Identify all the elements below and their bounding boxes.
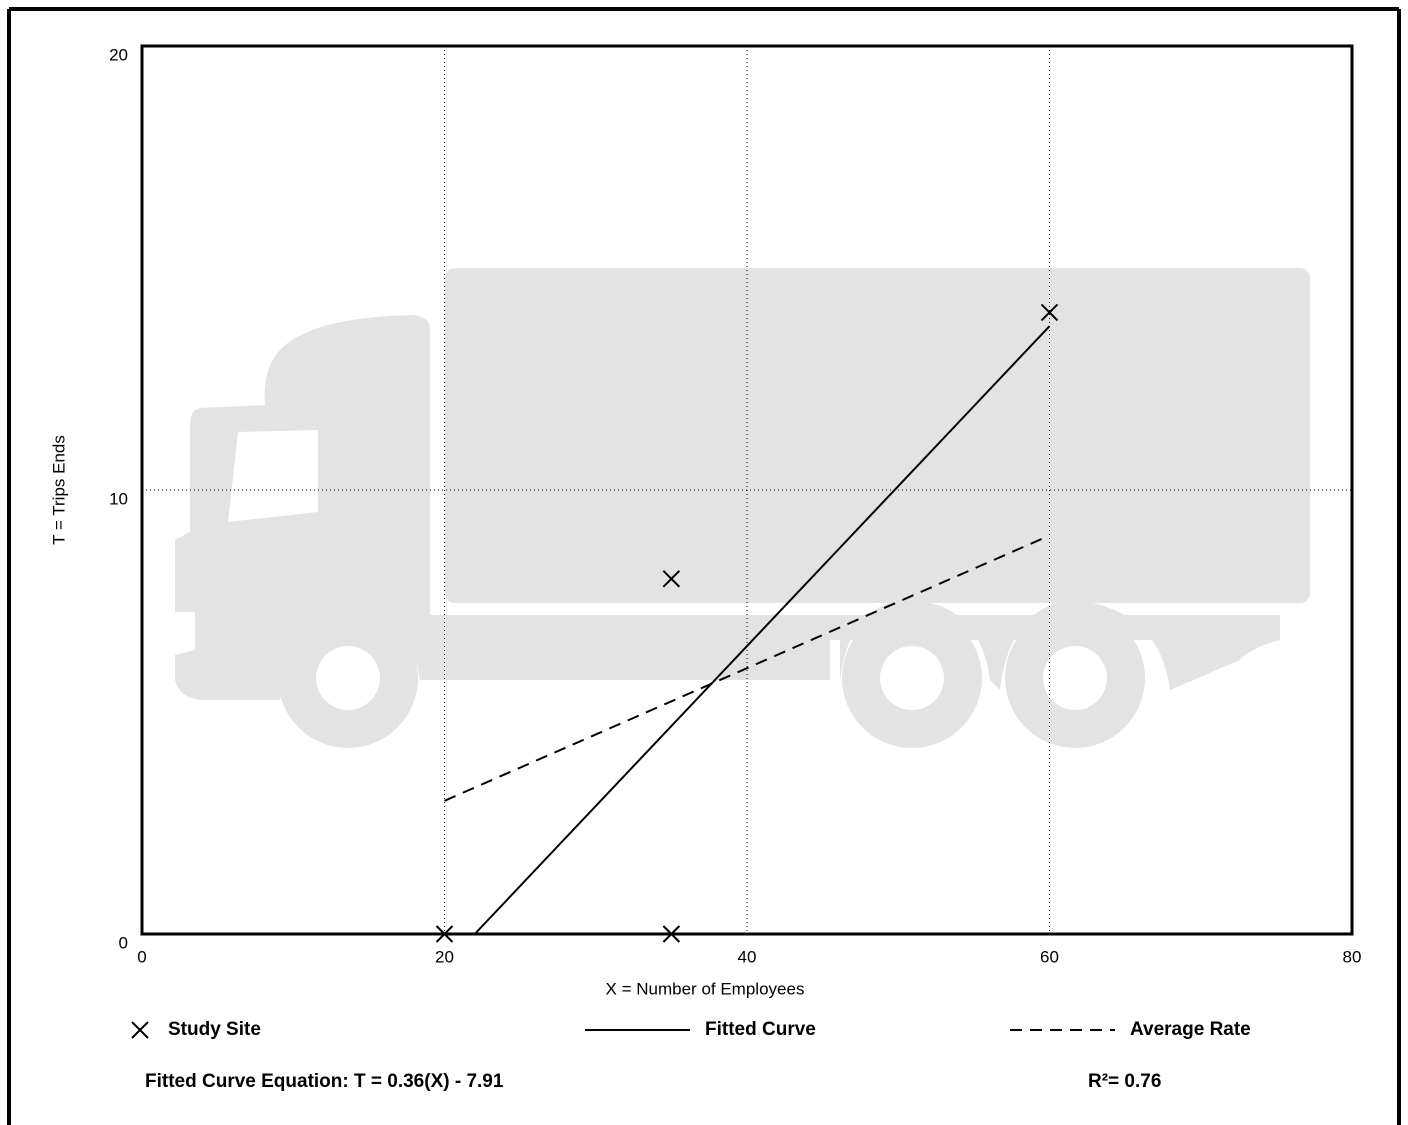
study-site-marker: [1040, 303, 1059, 322]
frame: [7, 7, 1401, 1125]
study-site-marker: [435, 925, 454, 943]
x-tick-label: 80: [1343, 947, 1362, 966]
y-tick-label: 0: [119, 933, 128, 952]
study-site-marker: [131, 1021, 149, 1039]
average-rate-line: [444, 537, 1043, 802]
truck-watermark: [175, 268, 1310, 748]
equation: Fitted Curve Equation: T = 0.36(X) - 7.9…: [145, 1071, 504, 1092]
plot-border: [140, 44, 1354, 936]
study-site-marker: [662, 925, 681, 943]
x-tick-label: 0: [137, 947, 146, 966]
x-axis-label: X = Number of Employees: [606, 979, 805, 998]
y-tick-label: 20: [109, 45, 128, 64]
x-tick-label: 60: [1040, 947, 1059, 966]
x-tick-label: 40: [738, 947, 757, 966]
study-site-marker: [662, 570, 681, 588]
y-tick-label: 10: [109, 489, 128, 508]
legend-label: Average Rate: [1130, 1019, 1251, 1040]
x-tick-label: 20: [435, 947, 454, 966]
r-squared: R²= 0.76: [1088, 1071, 1161, 1092]
legend-label: Fitted Curve: [705, 1019, 816, 1040]
y-axis-label: T = Trips Ends: [49, 435, 68, 545]
fitted-curve-line: [474, 325, 1051, 935]
legend-label: Study Site: [168, 1019, 261, 1040]
